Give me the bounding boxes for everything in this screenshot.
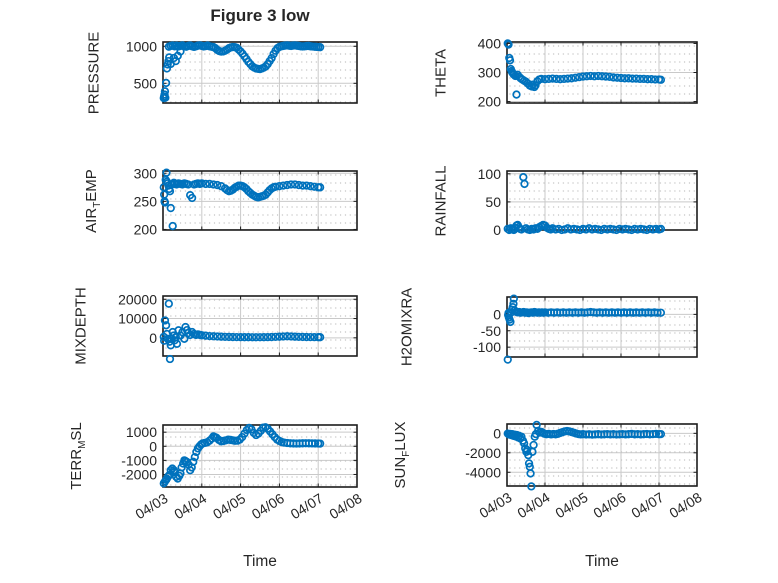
svg-text:04/06: 04/06	[249, 490, 287, 522]
subplot-mixdepth: 20000 10000 0	[118, 291, 358, 364]
svg-text:10000: 10000	[118, 311, 157, 327]
major-gridlines	[507, 297, 697, 357]
data-points	[503, 420, 666, 491]
y-axis-label-theta: THETA	[432, 48, 450, 97]
data-points	[159, 168, 325, 231]
svg-text:0: 0	[149, 438, 157, 454]
y-tick-labels: 1000 500	[126, 38, 157, 91]
y-tick-labels: 400 300 200	[478, 35, 502, 109]
subplot-pressure: 1000 500	[126, 38, 358, 104]
y-axis-label-rainfall: RAINFALL	[432, 165, 450, 236]
svg-text:500: 500	[134, 75, 158, 91]
tick-marks	[506, 424, 698, 486]
svg-text:04/05: 04/05	[552, 489, 590, 521]
svg-text:250: 250	[134, 193, 158, 209]
svg-text:04/08: 04/08	[666, 489, 704, 521]
y-axis-label-h2omixra: H2OMIXRA	[398, 287, 416, 367]
chart-title: Figure 3 low	[210, 6, 310, 25]
svg-text:400: 400	[478, 35, 502, 51]
svg-text:04/06: 04/06	[590, 489, 628, 521]
svg-text:04/08: 04/08	[326, 490, 364, 522]
major-gridlines	[507, 42, 697, 103]
svg-text:1000: 1000	[126, 424, 157, 440]
svg-text:04/07: 04/07	[628, 489, 666, 521]
subplot-terr-msl: 10000-1000-2000 04/03 04/04 04/05 04/06 04/07…	[121, 423, 365, 522]
svg-text:-4000: -4000	[465, 464, 501, 480]
tick-marks	[506, 42, 698, 103]
svg-text:0: 0	[493, 222, 501, 238]
svg-text:04/04: 04/04	[514, 489, 552, 521]
svg-text:200: 200	[134, 221, 158, 237]
y-axis-label-pressure: PRESSURE	[85, 31, 103, 114]
subplot-rainfall: 100 50 0	[478, 166, 698, 238]
svg-text:-100: -100	[473, 339, 501, 355]
data-points	[503, 173, 666, 235]
axes-box	[162, 41, 358, 104]
y-axis-label-air-temp: AIRTEMP	[83, 168, 103, 233]
subplot-sun-flux: 0 -2000 -4000 04/03 04/04 04/05 04/06 04/07 04/0…	[465, 420, 705, 521]
subplot-theta: 400 300 200	[478, 35, 698, 110]
y-axis-label-mixdepth: MIXDEPTH	[72, 287, 90, 365]
y-tick-labels: 0-50-100	[473, 306, 501, 355]
x-tick-labels: 04/03 04/04 04/05 04/06 04/07 04/08	[132, 490, 364, 522]
y-tick-labels: 300 250 200	[134, 165, 158, 237]
subplot-air-temp: 300 250 200	[134, 165, 358, 237]
data-points	[503, 39, 666, 99]
data-points	[159, 41, 325, 103]
svg-text:04/05: 04/05	[210, 490, 248, 522]
svg-text:300: 300	[478, 65, 502, 81]
y-axis-label-terr-msl: TERRMSL	[68, 422, 88, 490]
svg-text:04/04: 04/04	[171, 490, 209, 522]
x-axis-label-right: Time	[585, 553, 619, 570]
svg-text:04/07: 04/07	[288, 490, 326, 522]
subplot-h2omixra: 0-50-100	[473, 294, 698, 364]
y-tick-labels: 100 50 0	[478, 166, 502, 238]
x-tick-labels: 04/03 04/04 04/05 04/06 04/07 04/08	[476, 489, 704, 521]
data-points	[159, 423, 325, 488]
tick-marks	[506, 297, 698, 357]
svg-text:04/03: 04/03	[476, 489, 514, 521]
svg-text:0: 0	[493, 306, 501, 322]
svg-text:0: 0	[493, 425, 501, 441]
svg-text:100: 100	[478, 166, 502, 182]
data-points	[159, 299, 325, 364]
svg-text:300: 300	[134, 165, 158, 181]
y-axis-label-sun-flux: SUNFLUX	[392, 421, 412, 489]
svg-text:20000: 20000	[118, 291, 157, 307]
axes-box	[506, 423, 698, 487]
svg-text:04/03: 04/03	[132, 490, 170, 522]
axes-box	[506, 296, 698, 358]
tick-marks	[162, 296, 358, 356]
svg-text:50: 50	[485, 194, 501, 210]
svg-text:0: 0	[149, 330, 157, 346]
svg-text:-1000: -1000	[121, 452, 157, 468]
svg-text:1000: 1000	[126, 38, 157, 54]
svg-text:200: 200	[478, 94, 502, 110]
y-tick-labels: 20000 10000 0	[118, 291, 157, 346]
svg-text:-2000: -2000	[121, 466, 157, 482]
x-axis-label-left: Time	[243, 553, 277, 570]
svg-text:-2000: -2000	[465, 445, 501, 461]
svg-text:-50: -50	[481, 323, 501, 339]
data-points	[503, 294, 666, 364]
tick-marks	[162, 425, 358, 487]
y-tick-labels: 0 -2000 -4000	[465, 425, 501, 480]
y-tick-labels: 10000-1000-2000	[121, 424, 157, 482]
